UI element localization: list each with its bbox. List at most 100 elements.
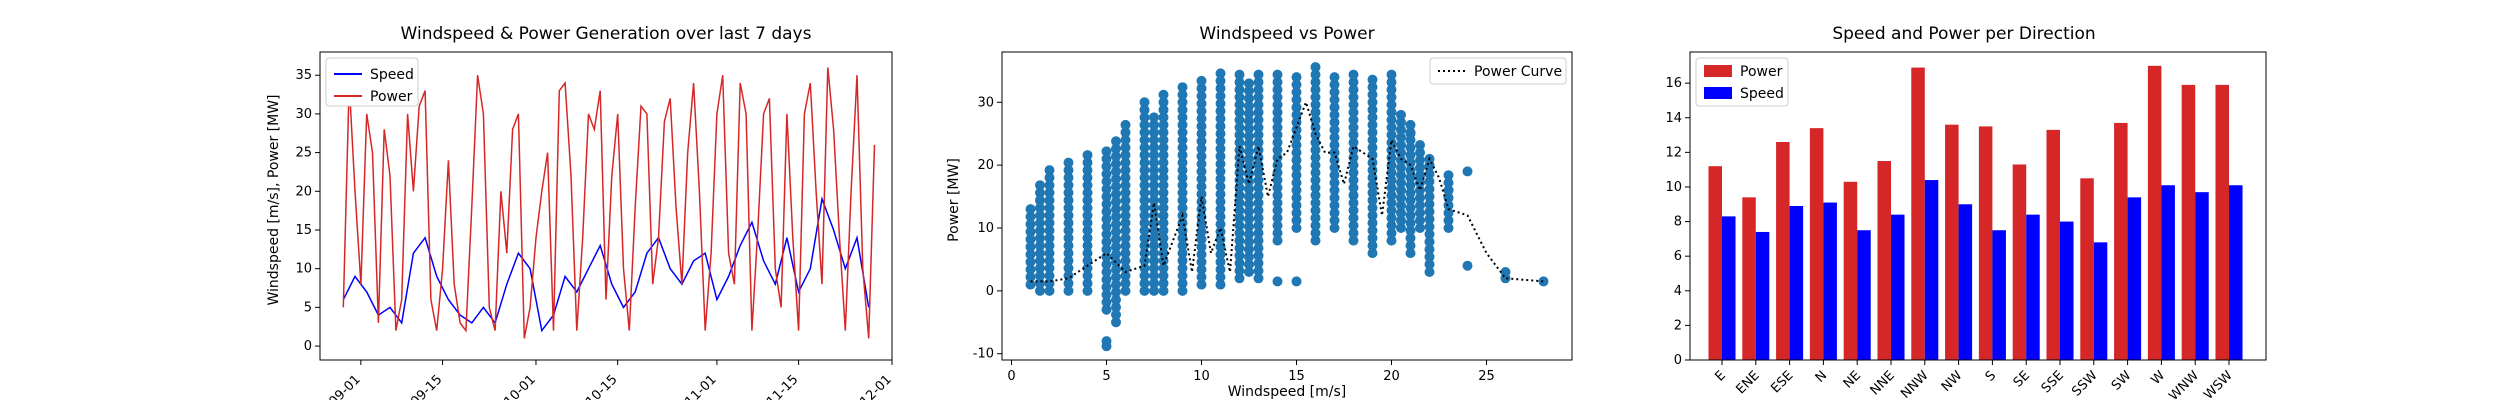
x-tick-label: 20 — [1383, 369, 1400, 384]
scatter-point — [1044, 180, 1055, 191]
scatter-point — [1405, 195, 1416, 206]
scatter-point — [1063, 187, 1074, 198]
scatter-point — [1348, 137, 1359, 148]
legend-label: Power — [1740, 64, 1783, 80]
scatter-point — [1158, 104, 1169, 115]
scatter-point — [1082, 263, 1093, 274]
scatter-point — [1244, 153, 1254, 164]
scatter-point — [1215, 136, 1226, 147]
scatter-point — [1101, 229, 1112, 240]
scatter-point — [1424, 244, 1435, 255]
scatter-point — [1367, 119, 1378, 130]
scatter-point — [1234, 137, 1245, 148]
scatter-point — [1272, 235, 1283, 246]
scatter-point — [1244, 236, 1254, 247]
scatter-point — [1234, 197, 1245, 208]
scatter-point — [1035, 255, 1045, 266]
x-tick-label: 25 — [1478, 369, 1495, 384]
scatter-point — [1386, 122, 1397, 133]
scatter-point — [1149, 187, 1159, 198]
scatter-point — [1215, 75, 1226, 86]
scatter-point — [1139, 278, 1150, 289]
scatter-point — [1234, 228, 1245, 239]
scatter-point — [1035, 180, 1045, 191]
scatter-point — [1139, 104, 1150, 115]
scatter-point — [1149, 165, 1159, 176]
scatter-point — [1415, 207, 1425, 218]
scatter-point — [1386, 197, 1397, 208]
scatter-point — [1120, 150, 1131, 161]
scatter-point — [1272, 84, 1283, 95]
scatter-point — [1234, 265, 1245, 276]
scatter-point — [1291, 223, 1302, 233]
scatter-point — [1396, 132, 1406, 143]
scatter-point — [1415, 215, 1425, 226]
scatter-point — [1063, 240, 1074, 251]
scatter-point — [1101, 289, 1112, 300]
scatter-point — [1348, 152, 1359, 163]
scatter-point — [1253, 235, 1264, 246]
scatter-point — [1329, 170, 1340, 181]
scatter-point — [1538, 276, 1549, 287]
scatter-point — [1149, 150, 1159, 161]
scatter-point — [1329, 102, 1340, 113]
scatter-point — [1035, 240, 1045, 251]
scatter-point — [1196, 226, 1207, 237]
scatter-point — [1063, 217, 1074, 228]
scatter-point — [1443, 200, 1454, 211]
scatter-point — [1149, 142, 1159, 153]
scatter-point — [1272, 145, 1283, 156]
scatter-point — [1424, 259, 1435, 270]
scatter-point — [1149, 119, 1159, 130]
scatter-point — [1348, 99, 1359, 110]
scatter-point — [1272, 129, 1283, 140]
scatter-point — [1139, 165, 1150, 176]
scatter-point — [1082, 157, 1093, 168]
scatter-point — [1196, 211, 1207, 222]
scatter-point — [1111, 234, 1121, 245]
scatter-point — [1310, 77, 1321, 88]
scatter-point — [1253, 250, 1264, 261]
scatter-point — [1120, 127, 1131, 138]
scatter-point — [1443, 215, 1454, 226]
scatter-point — [1244, 85, 1254, 96]
bar — [2060, 221, 2074, 360]
scatter-point — [1139, 270, 1150, 281]
scatter-point — [1291, 147, 1302, 158]
scatter-point — [1111, 287, 1121, 298]
scatter-point — [1111, 272, 1121, 283]
scatter-point — [1082, 255, 1093, 266]
scatter-point — [1035, 248, 1045, 259]
scatter-point — [1111, 241, 1121, 252]
scatter-point — [1139, 240, 1150, 251]
scatter-point — [1177, 225, 1188, 236]
bar — [1978, 126, 1993, 360]
scatter-point — [1196, 98, 1207, 109]
scatter-point — [1291, 132, 1302, 143]
scatter-point — [1234, 129, 1245, 140]
scatter-point — [1310, 107, 1321, 118]
x-tick-label: 0 — [1007, 369, 1015, 384]
scatter-point — [1348, 228, 1359, 239]
bar — [1843, 181, 1858, 360]
scatter-point — [1396, 215, 1406, 226]
scatter-point — [1101, 176, 1112, 187]
scatter-point — [1310, 99, 1321, 110]
scatter-point — [1215, 151, 1226, 162]
scatter-point — [1310, 212, 1321, 223]
chart-title: Speed and Power per Direction — [1832, 24, 2095, 44]
scatter-point — [1329, 177, 1340, 188]
scatter-point — [1405, 165, 1416, 176]
bar — [2114, 122, 2128, 360]
scatter-point — [1215, 189, 1226, 200]
scatter-point — [1044, 217, 1055, 228]
scatter-point — [1310, 152, 1321, 163]
scatter-point — [1215, 279, 1226, 290]
scatter-point — [1035, 233, 1045, 244]
scatter-point — [1405, 225, 1416, 236]
scatter-point — [1415, 155, 1425, 166]
bar-series-speed — [1722, 180, 2243, 360]
scatter-point — [1291, 140, 1302, 151]
scatter-point — [1291, 117, 1302, 128]
scatter-point — [1424, 168, 1435, 179]
